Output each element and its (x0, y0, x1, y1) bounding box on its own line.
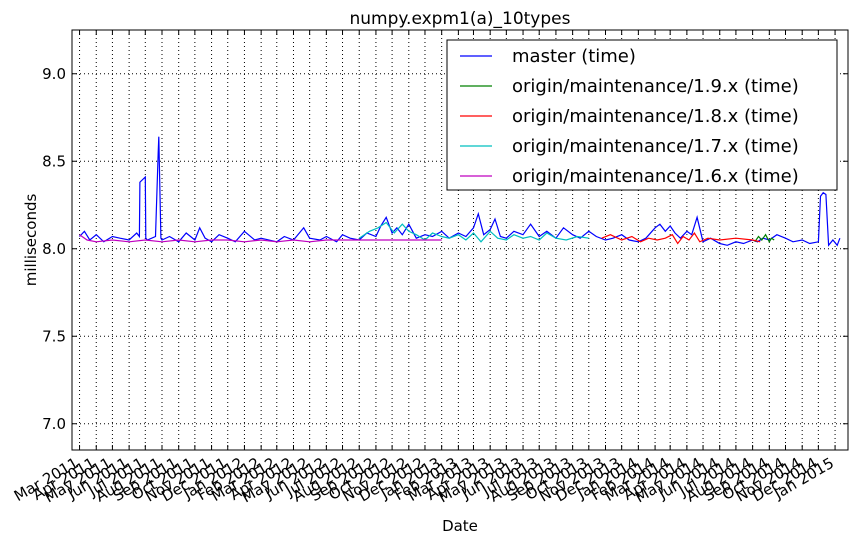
series-lines (79, 136, 841, 247)
y-tick-label: 7.5 (42, 327, 66, 345)
series-line (358, 221, 589, 243)
legend-box (446, 39, 838, 191)
legend: master (time) origin/maintenance/1.9.x (t… (446, 39, 838, 191)
legend-label: origin/maintenance/1.9.x (time) (512, 76, 799, 97)
y-axis: 7.0 7.5 8.0 8.5 9.0 (42, 65, 848, 433)
series-line (601, 231, 761, 245)
legend-label: origin/maintenance/1.7.x (time) (512, 136, 799, 157)
y-tick-label: 8.0 (42, 240, 66, 258)
y-tick-label: 8.5 (42, 152, 66, 170)
legend-label: origin/maintenance/1.6.x (time) (512, 166, 799, 187)
x-axis-label: Date (442, 517, 478, 535)
y-tick-label: 9.0 (42, 65, 66, 83)
series-line (79, 136, 841, 247)
legend-label: origin/maintenance/1.8.x (time) (512, 106, 799, 127)
series-line (754, 233, 775, 244)
chart-title: numpy.expm1(a)_10types (350, 9, 571, 29)
plot-frame (71, 29, 849, 451)
y-tick-label: 7.0 (42, 415, 66, 433)
legend-label: master (time) (512, 46, 636, 67)
y-axis-label: milliseconds (22, 194, 40, 287)
series-line (79, 234, 442, 243)
